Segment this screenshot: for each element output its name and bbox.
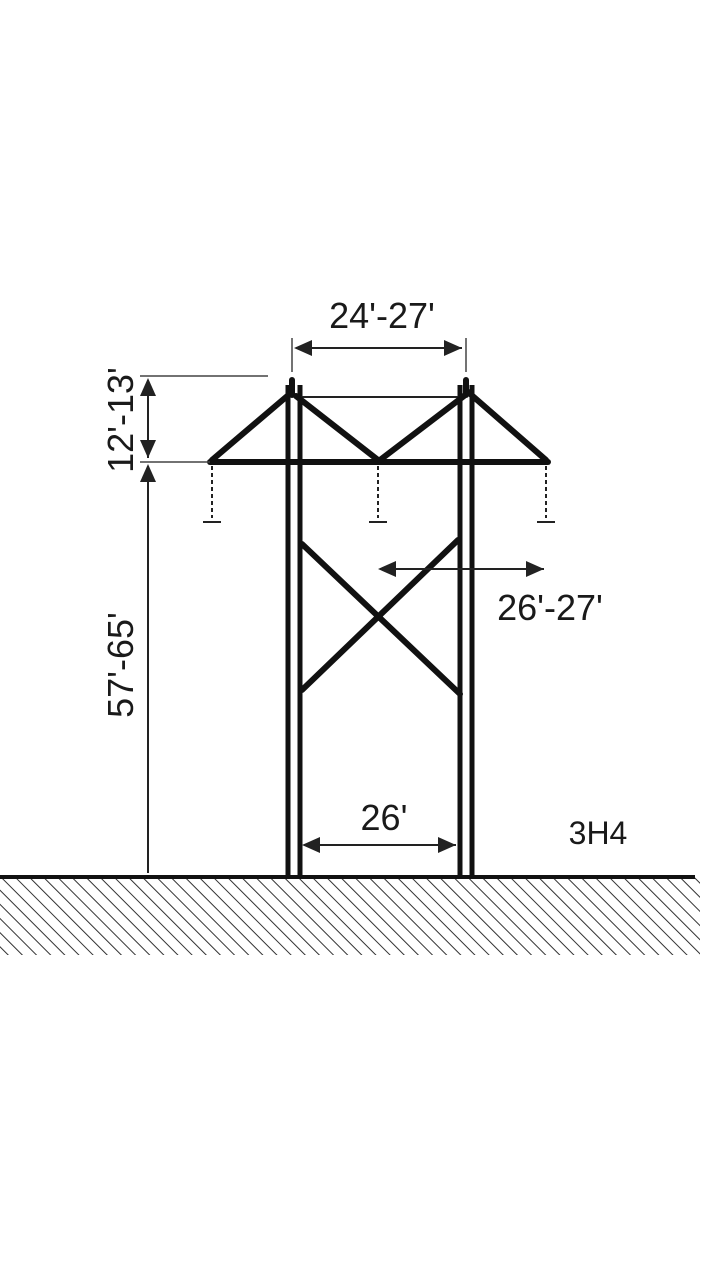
left-pole [285,377,303,877]
right-outer-brace [465,389,549,463]
right-pole [457,377,475,877]
left-inner-brace [293,393,381,463]
dimension-base-width: 26' [302,797,456,853]
label-main-height: 57'-65' [100,612,141,718]
label-top-width: 24'-27' [329,295,435,336]
dimension-top-height: 12'-13' [100,367,268,473]
insulators [203,466,555,523]
insulator-center [369,466,387,523]
label-top-height: 12'-13' [100,367,141,473]
x-brace-a [299,541,463,697]
tower-structure [207,377,551,877]
dimension-main-height: 57'-65' [100,464,156,873]
dimension-top-width: 24'-27' [291,295,467,372]
dimension-phase-spacing: 26'-27' [378,561,603,628]
label-phase-spacing: 26'-27' [497,587,603,628]
ground-hatching [0,877,700,955]
insulator-right [537,466,555,523]
right-inner-brace [377,393,467,463]
insulator-left [203,466,221,523]
ground [0,875,700,955]
label-base-width: 26' [361,797,408,838]
label-structure-code: 3H4 [569,815,628,851]
left-outer-brace [209,389,295,463]
